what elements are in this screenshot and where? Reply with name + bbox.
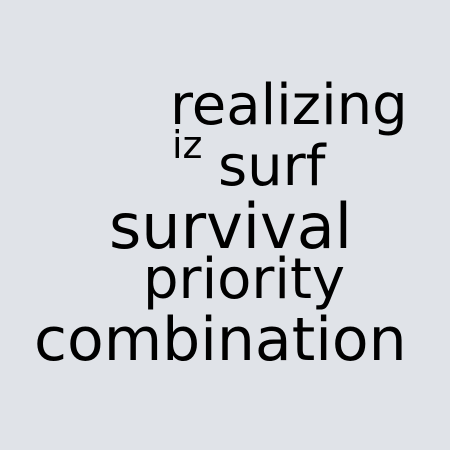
word-combination: combination — [34, 305, 407, 375]
word-survival: survival — [109, 190, 352, 263]
word-realizing: realizing — [170, 73, 408, 138]
word-surf: surf — [218, 134, 326, 199]
word-priority: priority — [143, 247, 346, 312]
word-iz: iz — [172, 123, 203, 167]
